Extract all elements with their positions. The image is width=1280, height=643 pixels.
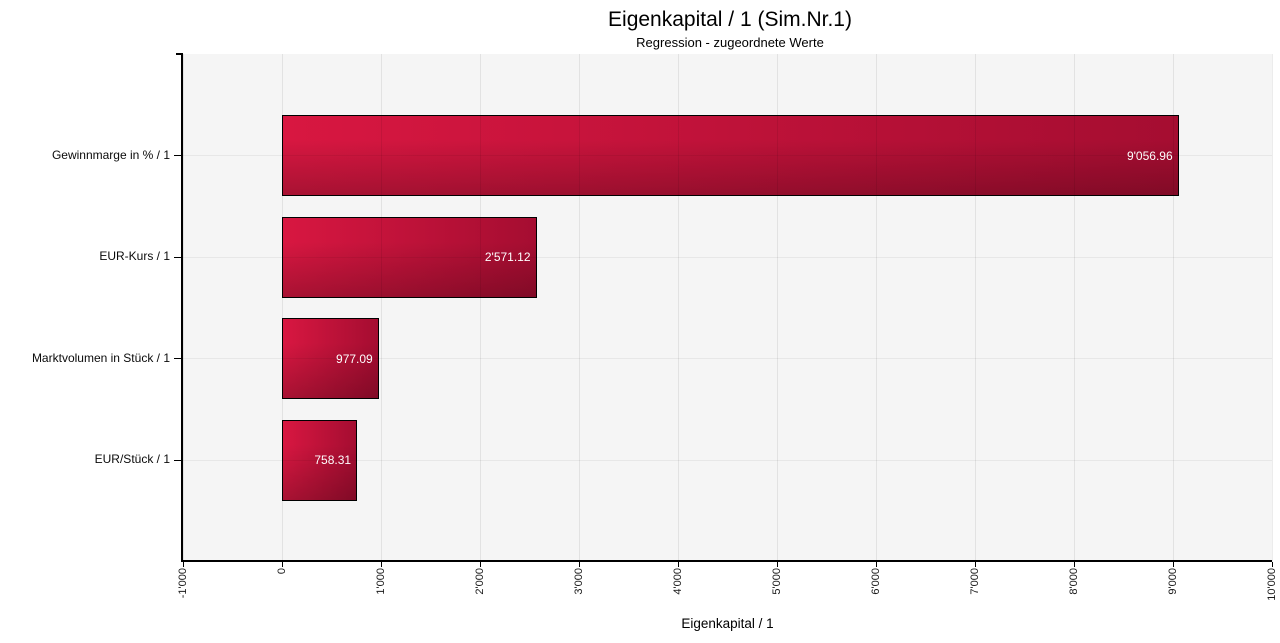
x-tick-mark — [380, 562, 382, 567]
y-tick-mark — [174, 459, 181, 461]
x-tick-mark — [1271, 562, 1273, 567]
bar-value-label: 2'571.12 — [484, 250, 531, 265]
chart-subtitle: Regression - zugeordnete Werte — [636, 35, 824, 50]
x-tick-label: 7'000 — [969, 568, 981, 595]
y-axis-line — [181, 53, 183, 562]
bar-value-label: 977.09 — [336, 351, 373, 366]
x-tick-label-wrap: 0 — [273, 568, 291, 574]
x-tick-mark — [479, 562, 481, 567]
gridline-vertical — [281, 54, 283, 562]
x-tick-mark — [281, 562, 283, 567]
gridline-vertical — [479, 54, 481, 562]
x-tick-label-wrap: 3'000 — [570, 568, 588, 595]
y-axis-end-tick — [176, 53, 182, 55]
x-tick-label-wrap: 9'000 — [1164, 568, 1182, 595]
bar-3: 977.09 — [282, 318, 379, 400]
gridline-horizontal — [183, 155, 1272, 157]
gridline-vertical — [380, 54, 382, 562]
category-label: EUR-Kurs / 1 — [99, 249, 170, 264]
x-tick-mark — [974, 562, 976, 567]
gridline-vertical — [1073, 54, 1075, 562]
x-tick-label-wrap: 1'000 — [372, 568, 390, 595]
x-tick-label: 4'000 — [672, 568, 684, 595]
x-tick-label: 1'000 — [375, 568, 387, 595]
x-tick-label-wrap: -1'000 — [174, 568, 192, 598]
bar-4: 758.31 — [282, 419, 358, 501]
x-tick-mark — [1073, 562, 1075, 567]
y-tick-mark — [174, 358, 181, 360]
x-tick-label: 8'000 — [1068, 568, 1080, 595]
x-tick-label: 5'000 — [771, 568, 783, 595]
x-tick-label-wrap: 7'000 — [966, 568, 984, 595]
gridline-vertical — [1172, 54, 1174, 562]
x-tick-label-wrap: 4'000 — [669, 568, 687, 595]
x-tick-label: -1'000 — [177, 568, 189, 599]
category-label: Gewinnmarge in % / 1 — [51, 147, 170, 162]
gridline-vertical — [1271, 54, 1273, 562]
gridline-vertical — [677, 54, 679, 562]
gridline-vertical — [875, 54, 877, 562]
gridline-vertical — [776, 54, 778, 562]
bar-value-label: 758.31 — [314, 453, 352, 468]
x-tick-label: 2'000 — [474, 568, 486, 595]
x-tick-label-wrap: 6'000 — [867, 568, 885, 595]
x-tick-label: 10'000 — [1266, 568, 1278, 601]
x-tick-mark — [182, 562, 184, 567]
x-tick-mark — [677, 562, 679, 567]
x-tick-mark — [875, 562, 877, 567]
bar-2: 2'571.12 — [282, 216, 537, 298]
x-tick-label-wrap: 2'000 — [471, 568, 489, 595]
x-tick-label: 0 — [276, 568, 288, 575]
x-tick-label: 9'000 — [1167, 568, 1179, 595]
gridline-horizontal — [183, 459, 1272, 461]
gridline-vertical — [974, 54, 976, 562]
x-tick-label-wrap: 5'000 — [768, 568, 786, 595]
y-tick-mark — [174, 256, 181, 258]
x-tick-mark — [776, 562, 778, 567]
x-tick-label-wrap: 10'000 — [1263, 568, 1280, 601]
gridline-vertical — [182, 54, 184, 562]
x-tick-label-wrap: 8'000 — [1065, 568, 1083, 595]
gridline-horizontal — [183, 256, 1272, 258]
x-tick-label: 6'000 — [870, 568, 882, 595]
plot-area: 9'056.96 2'571.12 977.09 758.31 — [182, 54, 1273, 562]
x-axis-title: Eigenkapital / 1 — [681, 616, 774, 631]
category-label: EUR/Stück / 1 — [94, 452, 170, 467]
x-tick-label: 3'000 — [573, 568, 585, 595]
chart-title: Eigenkapital / 1 (Sim.Nr.1) — [608, 8, 852, 31]
category-label: Marktvolumen in Stück / 1 — [31, 350, 170, 365]
bar-value-label: 9'056.96 — [1126, 148, 1173, 163]
bar-1: 9'056.96 — [282, 115, 1179, 197]
gridline-vertical — [578, 54, 580, 562]
x-tick-mark — [578, 562, 580, 567]
y-tick-mark — [174, 155, 181, 157]
x-axis-line — [181, 560, 1272, 562]
x-tick-mark — [1172, 562, 1174, 567]
gridline-horizontal — [183, 358, 1272, 360]
